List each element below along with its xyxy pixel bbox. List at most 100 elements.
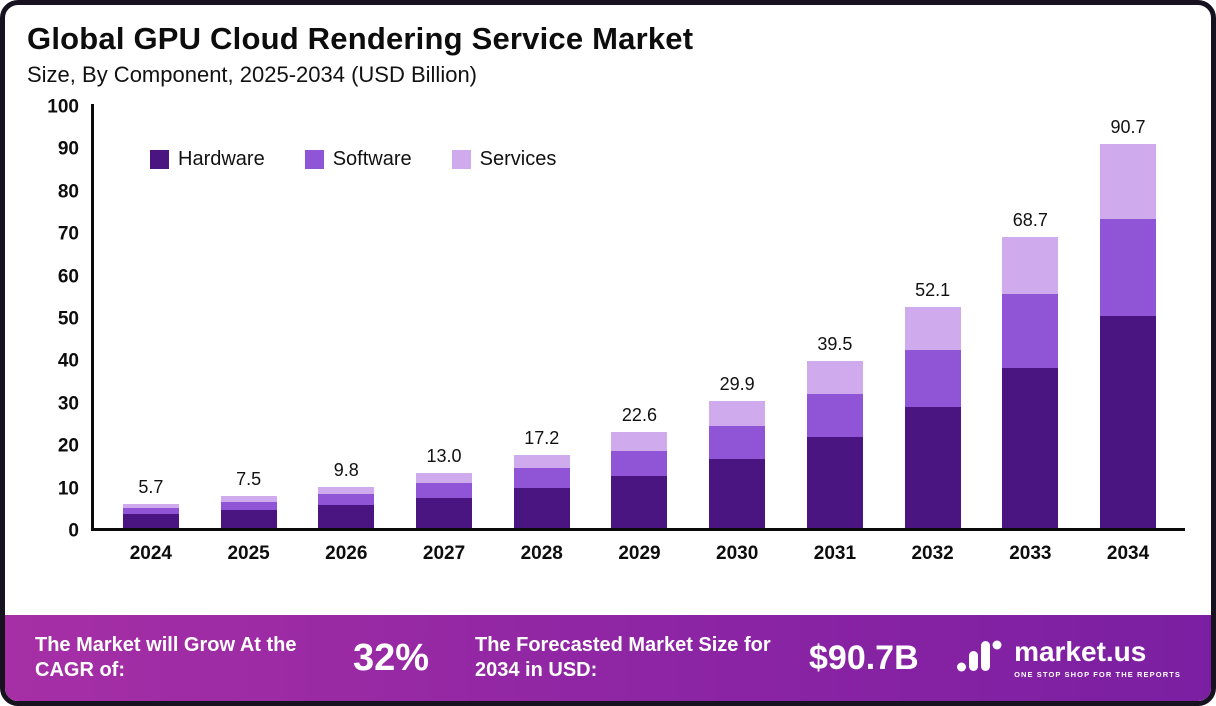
bar-segment-software — [904, 350, 961, 407]
legend-item-hardware: Hardware — [150, 148, 265, 171]
bar-segment-software — [513, 468, 570, 488]
y-tick-label: 30 — [57, 393, 79, 415]
bar-segment-services — [513, 455, 570, 469]
bar-segment-hardware — [611, 476, 668, 528]
bar-total-label: 68.7 — [1012, 209, 1048, 230]
x-axis-label: 2025 — [227, 543, 270, 564]
bar-segment-hardware — [220, 510, 277, 528]
y-tick-label: 90 — [57, 138, 79, 160]
bar-segment-hardware — [513, 487, 570, 528]
x-axis: 2024 2025 2026 2027 2028 2029 2030 2031 2032 2033… — [94, 543, 1185, 565]
y-tick-label: 80 — [57, 181, 79, 203]
bar-segment-hardware — [318, 504, 375, 528]
bar-group: 90.7 — [1098, 116, 1158, 528]
footer-banner: The Market will Grow At the CAGR of: 32%… — [5, 615, 1211, 701]
x-axis-label: 2032 — [911, 543, 954, 564]
x-axis-label: 2029 — [618, 543, 661, 564]
legend-label: Software — [332, 148, 412, 170]
bar-segment-software — [1100, 218, 1157, 316]
bar-segment-hardware — [122, 514, 179, 528]
y-axis: 0 10 20 30 40 50 60 70 80 90 100 — [27, 98, 91, 541]
bar-group: 7.5 — [219, 469, 279, 528]
brand-name: market.us — [1014, 635, 1147, 667]
cagr-value: 32% — [352, 636, 430, 679]
bar-group: 5.7 — [121, 477, 181, 528]
bar-segment-software — [611, 450, 668, 477]
bar-segment-hardware — [416, 497, 473, 528]
bar-group: 39.5 — [805, 334, 865, 528]
y-tick-label: 70 — [57, 223, 79, 245]
bar-group: 9.8 — [316, 460, 376, 528]
bar-total-label: 90.7 — [1110, 116, 1146, 137]
bar-segment-services — [416, 472, 473, 483]
chart-section: Global GPU Cloud Rendering Service Marke… — [5, 5, 1211, 615]
x-axis-label: 2024 — [129, 543, 172, 564]
bar-segment-software — [709, 426, 766, 460]
bar-segment-services — [611, 432, 668, 451]
y-tick-label: 20 — [57, 435, 79, 457]
bar-segment-software — [1002, 293, 1059, 368]
bar-total-label: 7.5 — [236, 469, 262, 490]
bar-segment-software — [416, 482, 473, 498]
bar-group: 22.6 — [609, 405, 669, 528]
y-tick-label: 100 — [47, 96, 79, 118]
brand-tagline: ONE STOP SHOP FOR THE REPORTS — [1014, 669, 1181, 679]
bar-segment-services — [806, 360, 863, 394]
bar-group: 13.0 — [414, 446, 474, 528]
x-axis-label: 2034 — [1106, 543, 1150, 564]
bar-group: 68.7 — [1000, 210, 1060, 528]
bars: 5.7 7.5 9.8 13.0 17.2 22.6 29.9 39.5 52.1 68.7 90.… — [94, 104, 1185, 528]
bar-group: 17.2 — [512, 428, 572, 528]
chart-title: Global GPU Cloud Rendering Service Marke… — [27, 21, 694, 56]
bar-segment-services — [904, 307, 961, 351]
y-tick-label: 50 — [57, 308, 79, 330]
hardware-swatch-icon — [150, 150, 169, 169]
services-swatch-icon — [451, 150, 471, 169]
legend: Hardware Software Services — [150, 148, 556, 171]
bar-group: 52.1 — [903, 280, 963, 528]
bar-segment-services — [1100, 143, 1157, 219]
chart-subtitle: Size, By Component, 2025-2034 (USD Billi… — [27, 62, 478, 87]
bar-segment-hardware — [1100, 316, 1157, 528]
cagr-label: The Market will Grow At the CAGR of: — [35, 634, 297, 681]
legend-label: Hardware — [178, 148, 265, 170]
bar-total-label: 9.8 — [333, 459, 359, 480]
brand: market.us ONE STOP SHOP FOR THE REPORTS — [955, 632, 1181, 685]
bar-total-label: 17.2 — [524, 428, 560, 449]
x-axis-label: 2026 — [325, 543, 368, 564]
bar-total-label: 5.7 — [138, 476, 164, 497]
legend-item-software: Software — [304, 148, 412, 171]
bar-segment-services — [1002, 236, 1059, 294]
y-tick-label: 0 — [68, 520, 79, 542]
x-axis-label: 2033 — [1009, 543, 1052, 564]
bar-segment-hardware — [904, 406, 961, 528]
forecast-value: $90.7B — [809, 638, 919, 677]
software-swatch-icon — [304, 150, 324, 169]
y-tick-label: 60 — [57, 266, 79, 288]
bar-total-label: 13.0 — [426, 445, 462, 466]
y-tick-label: 10 — [57, 478, 79, 500]
legend-label: Services — [479, 148, 557, 170]
bar-segment-software — [318, 493, 375, 505]
y-tick-label: 40 — [57, 350, 79, 372]
plot-area: Hardware Software Services 5.7 7.5 9.8 13.0… — [91, 104, 1185, 531]
bar-total-label: 39.5 — [817, 333, 853, 354]
brand-text: market.us ONE STOP SHOP FOR THE REPORTS — [1014, 635, 1181, 679]
x-axis-label: 2028 — [520, 543, 563, 564]
bar-segment-services — [709, 401, 766, 427]
bar-total-label: 22.6 — [621, 405, 657, 426]
bar-total-label: 52.1 — [915, 280, 951, 301]
x-axis-label: 2031 — [813, 543, 857, 564]
bar-segment-software — [220, 501, 277, 511]
forecast-label: The Forecasted Market Size for 2034 in U… — [475, 634, 771, 681]
chart-area: 0 10 20 30 40 50 60 70 80 90 100 Hardware Software… — [27, 98, 1185, 541]
bar-segment-services — [318, 486, 375, 494]
bar-segment-software — [122, 508, 179, 515]
x-axis-label: 2027 — [422, 543, 466, 564]
bar-segment-services — [122, 503, 179, 509]
market-us-logo-icon — [955, 632, 1003, 685]
bar-segment-software — [806, 393, 863, 437]
legend-item-services: Services — [451, 148, 557, 171]
bar-segment-hardware — [806, 436, 863, 528]
